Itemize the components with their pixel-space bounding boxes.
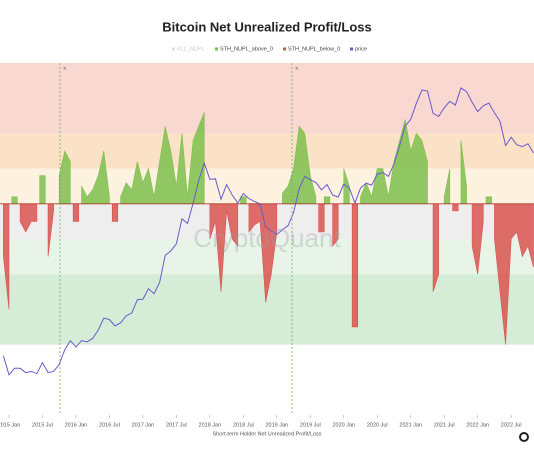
legend-swatch bbox=[283, 47, 286, 51]
legend-item[interactable]: STH_NUPL_below_0 bbox=[283, 46, 340, 52]
x-tick-label: 2016 Jan bbox=[65, 422, 88, 428]
area bbox=[120, 112, 205, 205]
x-axis-label: Short-term Holder Net Unrealized Profit/… bbox=[212, 431, 321, 437]
x-tick-label: 2017 Jul bbox=[166, 422, 187, 428]
marks bbox=[0, 87, 534, 376]
x-tick-label: 2015 Jan bbox=[0, 422, 20, 428]
legend-item[interactable]: STH_NUPL_above_0 bbox=[215, 46, 273, 52]
x-tick-label: 2022 Jul bbox=[501, 422, 522, 428]
legend-label: price bbox=[355, 46, 367, 52]
x-axis: 2015 Jan 2015 Jul 2016 Jan 2016 Jul 2017 Jan… bbox=[0, 415, 522, 428]
area bbox=[111, 203, 119, 222]
x-tick-label: 2020 Jul bbox=[367, 422, 388, 428]
legend-swatch bbox=[172, 47, 175, 51]
legend-item[interactable]: price bbox=[350, 46, 367, 52]
x-tick-label: 2019 Jul bbox=[300, 422, 321, 428]
price-line bbox=[2, 87, 534, 376]
x-tick-label: 2021 Jan bbox=[399, 422, 422, 428]
event-marker: × bbox=[63, 67, 67, 73]
x-tick-label: 2019 Jan bbox=[265, 422, 288, 428]
legend-label: STH_NUPL_above_0 bbox=[220, 46, 273, 52]
area bbox=[323, 196, 331, 205]
x-tick-label: 2015 Jul bbox=[32, 422, 53, 428]
chart-title: Bitcoin Net Unrealized Profit/Loss bbox=[162, 19, 371, 34]
x-tick-label: 2018 Jan bbox=[199, 422, 222, 428]
area bbox=[209, 203, 239, 292]
watermark: CryptoQuant bbox=[193, 223, 341, 253]
logo bbox=[519, 432, 529, 442]
area bbox=[39, 175, 46, 205]
x-tick-label: 2020 Jan bbox=[332, 422, 355, 428]
legend: ALL_NUPL STH_NUPL_above_0 STH_NUPL_below_0… bbox=[172, 46, 367, 52]
x-tick-label: 2016 Jul bbox=[99, 422, 120, 428]
legend-swatch bbox=[215, 47, 218, 51]
area bbox=[485, 196, 492, 205]
area bbox=[282, 125, 317, 205]
area bbox=[452, 203, 459, 212]
area bbox=[72, 203, 80, 222]
area bbox=[248, 203, 278, 303]
event-marker: × bbox=[295, 67, 299, 73]
x-tick-label: 2018 Jul bbox=[233, 422, 254, 428]
x-tick-label: 2022 Jan bbox=[466, 422, 489, 428]
legend-label: ALL_NUPL bbox=[177, 46, 205, 52]
legend-label: STH_NUPL_below_0 bbox=[288, 46, 340, 52]
area bbox=[81, 150, 110, 205]
legend-item[interactable]: ALL_NUPL bbox=[172, 46, 205, 52]
band bbox=[0, 168, 534, 204]
area bbox=[351, 203, 359, 328]
x-tick-label: 2021 Jul bbox=[434, 422, 455, 428]
band bbox=[0, 63, 534, 134]
legend-swatch bbox=[350, 47, 353, 51]
x-tick-label: 2017 Jan bbox=[132, 422, 155, 428]
band bbox=[0, 133, 534, 169]
area bbox=[11, 196, 18, 205]
area bbox=[360, 119, 428, 205]
